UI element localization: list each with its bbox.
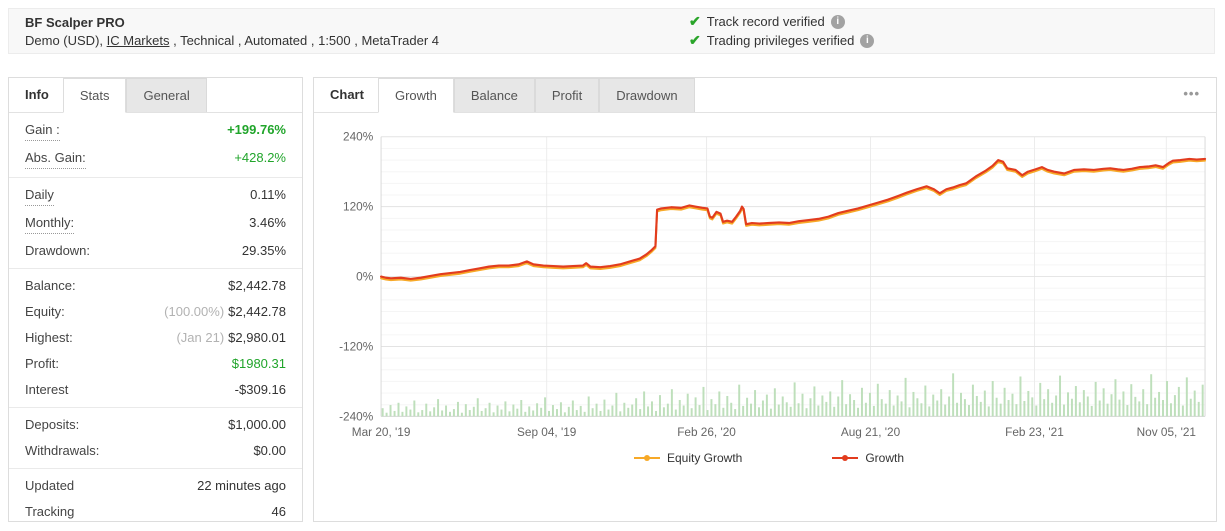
- track-record-badge: ✔ Track record verified i: [689, 12, 874, 31]
- info-icon[interactable]: i: [860, 33, 875, 48]
- stat-label: Updated: [25, 478, 75, 493]
- stat-row-balance: Balance: $2,442.78: [9, 273, 302, 299]
- stat-row-equity: Equity: (100.00%) $2,442.78: [9, 299, 302, 325]
- tab-profit[interactable]: Profit: [534, 78, 600, 112]
- stat-row-abs-gain: Abs. Gain: +428.2%: [9, 145, 302, 173]
- svg-text:Mar 20, '19: Mar 20, '19: [352, 425, 411, 439]
- stat-value: 0.11%: [250, 187, 286, 202]
- growth-chart-svg: 240% 120% 0% -120% -240% Mar 20, '19 Sep 04, '…: [339, 130, 1207, 439]
- stat-row-highest: Highest: (Jan 21) $2,980.01: [9, 325, 302, 351]
- stat-label: Tracking: [25, 504, 75, 519]
- tab-balance[interactable]: Balance: [453, 78, 535, 112]
- stats-list: Gain : +199.76% Abs. Gain: +428.2% Daily…: [9, 113, 302, 525]
- legend-label: Equity Growth: [666, 450, 743, 465]
- divider: [9, 468, 302, 469]
- check-icon: ✔: [689, 32, 701, 48]
- broker-link[interactable]: IC Markets: [106, 32, 170, 48]
- stat-row-deposits: Deposits: $1,000.00: [9, 412, 302, 438]
- stat-row-monthly: Monthly: 3.46%: [9, 210, 302, 238]
- stat-value: 29.35%: [241, 243, 286, 258]
- badge-label: Trading privileges verified: [706, 33, 855, 48]
- svg-text:Feb 26, '20: Feb 26, '20: [677, 425, 736, 439]
- stat-value: 46: [271, 504, 286, 519]
- badge-label: Track record verified: [706, 14, 825, 29]
- account-header: BF Scalper PRO Demo (USD), IC Markets , …: [8, 8, 1215, 54]
- stat-value: $1980.31: [231, 356, 286, 371]
- legend-label: Growth: [865, 450, 905, 465]
- legend-item-equity-growth[interactable]: Equity Growth: [633, 450, 743, 465]
- divider: [9, 407, 302, 408]
- chart-panel: Chart Growth Balance Profit Drawdown •••…: [313, 77, 1217, 522]
- chart-legend: Equity Growth Growth: [322, 451, 1216, 465]
- stat-label: Interest: [25, 382, 69, 397]
- stat-value: -$309.16: [234, 382, 286, 397]
- stat-row-withdrawals: Withdrawals: $0.00: [9, 438, 302, 464]
- stat-label[interactable]: Daily: [25, 186, 54, 206]
- stat-label: Equity:: [25, 304, 65, 319]
- svg-text:Sep 04, '19: Sep 04, '19: [517, 425, 576, 439]
- check-icon: ✔: [689, 13, 701, 29]
- subtitle-suffix: , Technical , Automated , 1:500 , MetaTr…: [169, 32, 440, 48]
- stat-row-updated: Updated 22 minutes ago: [9, 473, 302, 499]
- stat-value-note: (100.00%): [164, 304, 225, 319]
- stat-label: Highest:: [25, 330, 73, 345]
- stat-row-daily: Daily 0.11%: [9, 182, 302, 210]
- subtitle-prefix: Demo (USD),: [25, 32, 107, 48]
- stat-value-note: (Jan 21): [176, 330, 225, 345]
- stat-value: 22 minutes ago: [197, 478, 286, 493]
- stat-label: Deposits:: [25, 417, 80, 432]
- divider: [9, 268, 302, 269]
- stat-value: +199.76%: [227, 122, 286, 137]
- svg-text:0%: 0%: [356, 270, 374, 284]
- stat-label: Balance:: [25, 278, 76, 293]
- stat-value: $1,000.00: [228, 417, 286, 432]
- account-subtitle: Demo (USD), IC Markets , Technical , Aut…: [25, 33, 439, 48]
- stat-label: Profit:: [25, 356, 59, 371]
- stat-value: $0.00: [253, 443, 286, 458]
- stat-value: (Jan 21) $2,980.01: [176, 330, 286, 345]
- stat-value: $2,442.78: [228, 278, 286, 293]
- stat-label[interactable]: Abs. Gain:: [25, 149, 86, 169]
- legend-item-growth[interactable]: Growth: [832, 451, 904, 465]
- stat-row-profit: Profit: $1980.31: [9, 351, 302, 377]
- tab-drawdown[interactable]: Drawdown: [599, 78, 695, 112]
- legend-marker-icon: [633, 454, 660, 461]
- stat-row-gain: Gain : +199.76%: [9, 117, 302, 145]
- stat-label[interactable]: Gain :: [25, 121, 60, 141]
- svg-text:Nov 05, '21: Nov 05, '21: [1137, 425, 1196, 439]
- verification-badges: ✔ Track record verified i ✔ Trading priv…: [689, 12, 875, 50]
- tab-growth[interactable]: Growth: [377, 78, 454, 113]
- account-info: BF Scalper PRO Demo (USD), IC Markets , …: [9, 15, 455, 48]
- stats-tabs: Info Stats General: [9, 78, 302, 113]
- chart-tabs: Chart Growth Balance Profit Drawdown •••: [314, 78, 1216, 113]
- divider: [9, 177, 302, 178]
- stat-value: +428.2%: [234, 150, 286, 165]
- growth-chart: 240% 120% 0% -120% -240% Mar 20, '19 Sep 04, '…: [314, 113, 1216, 465]
- svg-text:240%: 240%: [343, 130, 374, 144]
- trading-privileges-badge: ✔ Trading privileges verified i: [689, 31, 875, 50]
- svg-text:Feb 23, '21: Feb 23, '21: [1005, 425, 1064, 439]
- ellipsis-menu-icon[interactable]: •••: [1183, 86, 1200, 101]
- tab-general[interactable]: General: [126, 78, 207, 112]
- stat-row-tracking: Tracking 46: [9, 499, 302, 525]
- chart-title: Chart: [330, 87, 364, 102]
- legend-marker-icon: [832, 454, 859, 461]
- stat-value: (100.00%) $2,442.78: [164, 304, 286, 319]
- stat-label[interactable]: Monthly:: [25, 214, 75, 234]
- tab-stats[interactable]: Stats: [62, 78, 127, 113]
- stat-row-interest: Interest -$309.16: [9, 377, 302, 403]
- stat-label: Withdrawals:: [25, 443, 100, 458]
- svg-text:120%: 120%: [343, 200, 374, 214]
- stat-label: Drawdown:: [25, 243, 91, 258]
- svg-text:-120%: -120%: [339, 339, 374, 353]
- info-icon[interactable]: i: [830, 14, 845, 29]
- stats-panel: Info Stats General Gain : +199.76% Abs. …: [8, 77, 303, 522]
- svg-text:Aug 21, '20: Aug 21, '20: [841, 425, 901, 439]
- stat-row-drawdown: Drawdown: 29.35%: [9, 238, 302, 264]
- account-title: BF Scalper PRO: [25, 14, 125, 30]
- tab-info[interactable]: Info: [25, 87, 49, 102]
- stat-value: 3.46%: [249, 215, 286, 230]
- svg-text:-240%: -240%: [339, 409, 374, 423]
